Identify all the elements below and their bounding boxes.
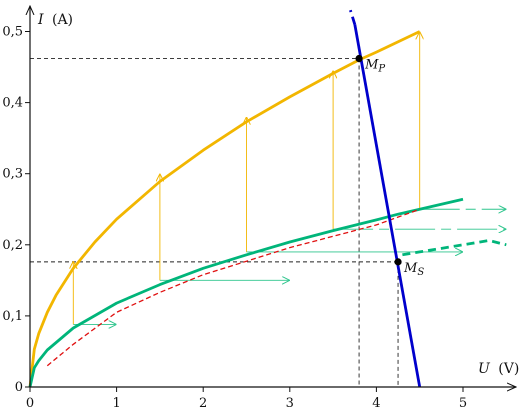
x-axis-label: U (V) xyxy=(478,361,519,377)
y-tick-label: 0 xyxy=(15,380,23,395)
operating-point xyxy=(355,54,363,63)
x-tick-label: 4 xyxy=(372,396,380,411)
operating-point-label: MP xyxy=(364,58,385,75)
x-tick-label: 1 xyxy=(112,396,120,411)
y-tick-label: 0,4 xyxy=(2,96,23,111)
y-ticks: 0 0,1 0,2 0,3 0,4 0,5 xyxy=(2,25,30,395)
y-axis-label: I (A) xyxy=(37,12,73,28)
transfer-arrows xyxy=(73,33,505,325)
x-axis-unit: (V) xyxy=(498,361,519,377)
series-line-5 xyxy=(349,9,357,25)
y-tick-label: 0,2 xyxy=(2,238,23,253)
y-tick-label: 0,3 xyxy=(2,167,23,182)
x-axis-quantity: U xyxy=(478,361,491,377)
guide-lines xyxy=(30,58,399,387)
points: MP MS xyxy=(355,54,424,278)
x-tick-label: 0 xyxy=(26,396,34,411)
y-tick-label: 0,5 xyxy=(2,25,23,40)
x-tick-label: 2 xyxy=(199,396,207,411)
operating-point-label: MS xyxy=(403,261,424,278)
operating-point xyxy=(394,258,402,266)
series-line-0 xyxy=(28,30,421,388)
series-line-4 xyxy=(353,24,422,388)
x-tick-label: 5 xyxy=(459,396,467,411)
series-line-1 xyxy=(28,197,464,388)
x-tick-label: 3 xyxy=(286,396,294,411)
curves xyxy=(28,9,507,388)
series-line-2 xyxy=(402,239,507,257)
y-axis-quantity: I xyxy=(37,12,44,28)
y-axis-unit: (A) xyxy=(52,12,73,28)
x-ticks: 0 1 2 3 4 5 xyxy=(26,387,467,411)
axes: I (A) U (V) xyxy=(30,6,519,387)
y-tick-label: 0,1 xyxy=(2,309,23,324)
series-line-3 xyxy=(46,208,420,367)
